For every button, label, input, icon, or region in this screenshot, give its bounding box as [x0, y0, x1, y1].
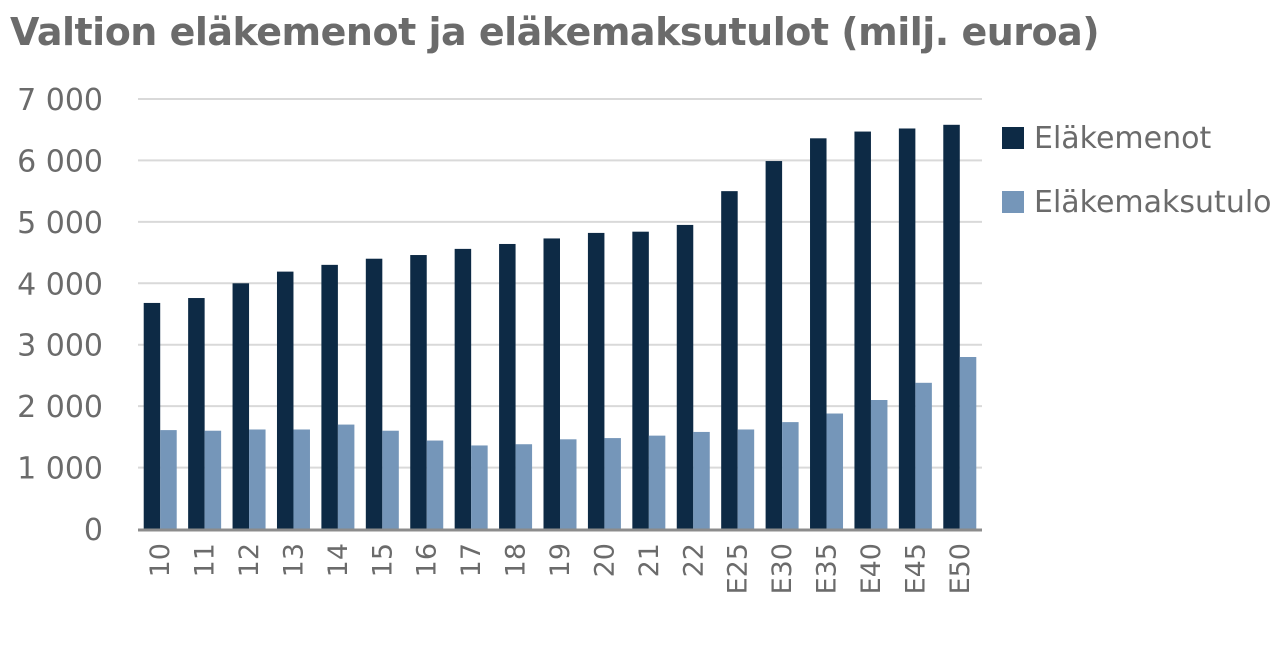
x-tick-label: 20 [589, 543, 620, 577]
chart-title: Valtion eläkemenot ja eläkemaksutulot (m… [10, 10, 1100, 54]
bar-elakemenot [632, 231, 649, 529]
bar-elakemaksutulo [870, 400, 888, 529]
bar-elakemaksutulo [915, 382, 932, 529]
legend-label: Eläkemaksutulo [1034, 184, 1272, 220]
x-tick-label: 19 [545, 543, 576, 577]
bar-elakemenot [232, 283, 250, 529]
bar-elakemenot [143, 302, 161, 529]
legend-item-elakemaksutulo: Eläkemaksutulo [1002, 170, 1272, 234]
bar-elakemenot [854, 131, 871, 530]
x-tick-label: 21 [634, 543, 665, 577]
x-tick-label: 11 [190, 543, 221, 577]
legend-item-elakemenot: Eläkemenot [1002, 106, 1272, 170]
bars [143, 124, 977, 530]
bar-elakemenot [365, 258, 383, 529]
bar-elakemenot [188, 298, 205, 529]
bar-elakemenot [676, 224, 694, 529]
bar-elakemaksutulo [515, 444, 533, 529]
y-tick-label: 1 000 [17, 452, 103, 487]
bar-elakemaksutulo [826, 413, 844, 529]
bar-elakemaksutulo [959, 357, 977, 529]
bar-elakemaksutulo [737, 429, 755, 529]
x-tick-label: 16 [412, 543, 443, 577]
x-tick-label: 18 [501, 543, 532, 577]
x-tick-label: E35 [812, 543, 843, 594]
bar-elakemaksutulo [293, 429, 310, 529]
y-tick-label: 0 [84, 513, 103, 548]
x-tick-label: 12 [234, 543, 265, 577]
bar-elakemaksutulo [160, 430, 177, 529]
y-tick-label: 2 000 [17, 390, 103, 425]
legend-swatch-elakemaksutulo [1002, 191, 1024, 213]
bar-elakemenot [454, 248, 472, 529]
bar-elakemaksutulo [782, 422, 799, 529]
bar-elakemaksutulo [337, 424, 355, 529]
x-tick-label: E50 [945, 543, 976, 594]
x-tick-label: 14 [323, 543, 354, 577]
bar-elakemaksutulo [249, 429, 266, 529]
bar-elakemenot [898, 128, 916, 529]
bar-elakemenot [765, 161, 783, 530]
bar-elakemaksutulo [693, 431, 710, 529]
bar-elakemaksutulo [604, 438, 621, 529]
bar-elakemenot [721, 191, 738, 529]
bar-elakemenot [321, 264, 338, 529]
x-tick-label: 17 [456, 543, 487, 577]
bar-elakemaksutulo [204, 430, 222, 529]
bar-elakemenot [943, 124, 960, 530]
y-tick-label: 4 000 [17, 267, 103, 302]
y-tick-label: 3 000 [17, 329, 103, 364]
x-tick-label: E40 [856, 543, 887, 594]
y-axis-ticks: 0 1 000 2 000 3 000 4 000 5 000 6 000 7 000 [17, 83, 103, 548]
bar-elakemaksutulo [382, 430, 399, 529]
x-tick-label: 10 [145, 543, 176, 577]
bar-elakemaksutulo [648, 435, 666, 529]
legend-label: Eläkemenot [1034, 120, 1212, 156]
y-tick-label: 5 000 [17, 206, 103, 241]
bar-elakemenot [587, 232, 605, 529]
x-tick-label: E25 [723, 543, 754, 594]
x-tick-label: 13 [278, 543, 309, 577]
legend: Eläkemenot Eläkemaksutulo [1002, 106, 1272, 234]
bar-elakemenot [810, 138, 827, 530]
bar-elakemaksutulo [426, 440, 444, 529]
x-tick-label: 15 [367, 543, 398, 577]
x-tick-label: E30 [767, 543, 798, 594]
bar-elakemenot [499, 243, 516, 529]
x-axis-ticks: 10 11 12 13 14 15 16 17 18 19 20 21 22 E25 E30 E35 E40 E4… [145, 543, 976, 594]
y-tick-label: 6 000 [17, 144, 103, 179]
legend-swatch-elakemenot [1002, 127, 1024, 149]
bar-elakemenot [410, 255, 427, 529]
x-tick-label: 22 [678, 543, 709, 577]
y-tick-label: 7 000 [17, 83, 103, 118]
bar-elakemaksutulo [471, 445, 488, 529]
bar-elakemaksutulo [560, 439, 577, 529]
x-tick-label: E45 [900, 543, 931, 594]
bar-elakemenot [276, 271, 294, 529]
bar-elakemenot [543, 238, 560, 529]
